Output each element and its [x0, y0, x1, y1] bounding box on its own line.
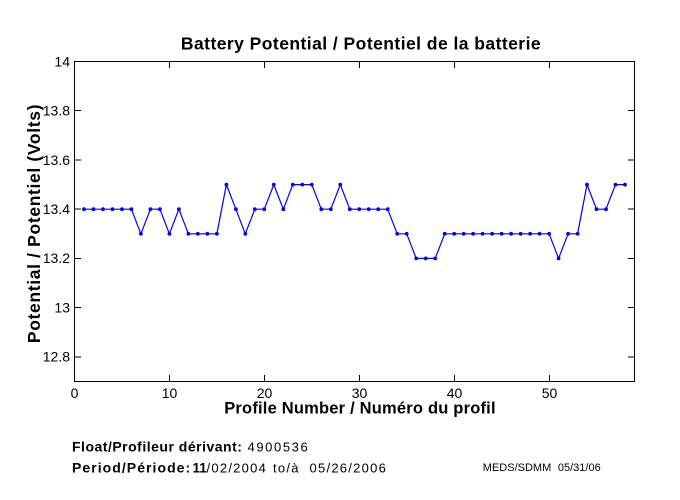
svg-text:50: 50	[542, 385, 558, 401]
svg-text:Potential / Potentiel (Volts): Potential / Potentiel (Volts)	[24, 104, 44, 343]
svg-text:13.2: 13.2	[43, 250, 70, 266]
svg-text:Profile Number / Numéro du pro: Profile Number / Numéro du profil	[224, 400, 496, 418]
svg-text:Period/Période:: Period/Période:	[72, 460, 191, 476]
svg-text:0: 0	[71, 385, 79, 401]
svg-text:Float/Profileur dérivant:: Float/Profileur dérivant:	[72, 439, 242, 455]
svg-text:4900536: 4900536	[248, 440, 310, 455]
svg-text:40: 40	[447, 385, 463, 401]
svg-text:20: 20	[257, 385, 273, 401]
svg-text:13: 13	[54, 300, 70, 316]
svg-text:12.8: 12.8	[43, 349, 70, 365]
svg-text:11: 11	[193, 461, 208, 476]
svg-text:05/31/06: 05/31/06	[558, 462, 601, 474]
svg-text:13.4: 13.4	[43, 201, 70, 217]
svg-text:to/à: to/à	[273, 461, 300, 476]
svg-text:13.8: 13.8	[43, 103, 70, 119]
svg-text:10: 10	[162, 385, 178, 401]
svg-text:13.6: 13.6	[43, 152, 70, 168]
svg-text:/02/2004: /02/2004	[207, 461, 268, 476]
svg-text:30: 30	[352, 385, 368, 401]
svg-text:Battery Potential / Potentiel: Battery Potential / Potentiel de la batt…	[181, 34, 541, 54]
svg-text:05/26/2006: 05/26/2006	[310, 461, 388, 476]
svg-text:MEDS/SDMM: MEDS/SDMM	[483, 462, 551, 474]
svg-text:14: 14	[54, 53, 70, 69]
